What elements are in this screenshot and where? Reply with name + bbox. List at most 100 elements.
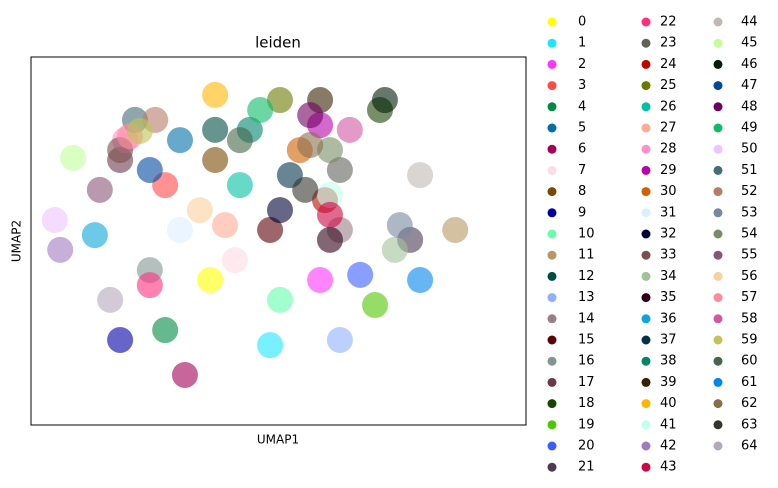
legend-label: 61 [741,375,758,390]
legend-label: 52 [741,184,758,199]
legend-label: 17 [578,375,595,390]
legend-marker [641,59,651,69]
legend-label: 60 [741,354,758,369]
legend-marker [547,356,557,366]
legend-marker [641,144,651,154]
legend-marker [547,187,557,197]
cluster-point [247,96,274,123]
legend-label: 37 [660,333,677,348]
legend-marker [713,38,723,48]
legend-label: 41 [660,417,677,432]
legend-label: 46 [741,57,758,72]
cluster-point [407,162,434,189]
legend-label: 18 [578,396,595,411]
cluster-point [407,267,434,294]
legend-label: 5 [578,121,586,136]
legend-label: 29 [660,163,677,178]
cluster-point [202,147,229,174]
legend-label: 59 [741,333,758,348]
legend-marker [641,81,651,91]
cluster-point [266,87,293,114]
legend-marker [713,271,723,281]
cluster-point [97,286,124,313]
cluster-point [226,172,253,199]
legend-marker [713,123,723,133]
cluster-point [107,326,134,353]
cluster-point [202,81,229,108]
cluster-point [316,182,343,208]
legend-marker [641,377,651,387]
legend-label: 1 [578,36,586,51]
cluster-point [266,197,293,224]
legend-label: 12 [578,269,595,284]
legend-label: 25 [660,78,677,93]
legend-marker [547,144,557,154]
cluster-point [81,222,108,249]
legend-label: 45 [741,36,758,51]
legend-marker [713,335,723,345]
legend-marker [641,399,651,409]
legend-label: 0 [578,15,586,30]
legend-marker [713,229,723,239]
cluster-point [136,156,163,183]
cluster-point [166,127,193,154]
legend-label: 40 [660,396,677,411]
legend-marker [713,17,723,27]
x-axis-label: UMAP1 [257,433,299,447]
legend-marker [547,399,557,409]
legend-marker [713,165,723,175]
cluster-point [316,201,343,228]
legend-label: 33 [660,248,677,263]
cluster-point [171,361,198,388]
legend-label: 23 [660,36,677,51]
legend-label: 35 [660,290,677,305]
legend-marker [547,59,557,69]
cluster-point [297,102,324,129]
legend-label: 15 [578,333,595,348]
legend-marker [547,420,557,430]
legend-marker [641,229,651,239]
legend-label: 47 [741,78,758,93]
legend-label: 36 [660,311,677,326]
legend-marker [547,335,557,345]
legend-marker [713,420,723,430]
cluster-point [47,236,74,263]
legend-marker [641,250,651,260]
legend-label: 27 [660,121,677,136]
legend-marker [547,102,557,112]
plot-frame [30,56,527,426]
legend-marker [641,102,651,112]
chart-title: leiden [255,34,301,52]
legend-label: 57 [741,290,758,305]
cluster-point [152,317,179,344]
cluster-point [362,292,389,319]
legend-label: 38 [660,354,677,369]
cluster-point [221,247,248,274]
legend-label: 55 [741,248,758,263]
legend-marker [547,123,557,133]
legend-marker [713,356,723,366]
legend-label: 2 [578,57,586,72]
cluster-point [60,144,87,171]
legend-marker [641,123,651,133]
cluster-point [307,267,334,294]
legend-label: 62 [741,396,758,411]
plot-area [41,81,469,388]
legend-marker [713,314,723,324]
legend-label: 19 [578,417,595,432]
legend-marker [547,17,557,27]
legend-marker [641,271,651,281]
legend-label: 50 [741,142,758,157]
legend-label: 48 [741,99,758,114]
legend-marker [547,165,557,175]
legend-label: 42 [660,439,677,454]
legend-marker [713,399,723,409]
legend-label: 13 [578,290,595,305]
legend-label: 14 [578,311,595,326]
legend-label: 22 [660,15,677,30]
cluster-point [202,116,229,143]
legend-marker [547,377,557,387]
cluster-point [197,267,224,294]
cluster-point [316,137,343,164]
